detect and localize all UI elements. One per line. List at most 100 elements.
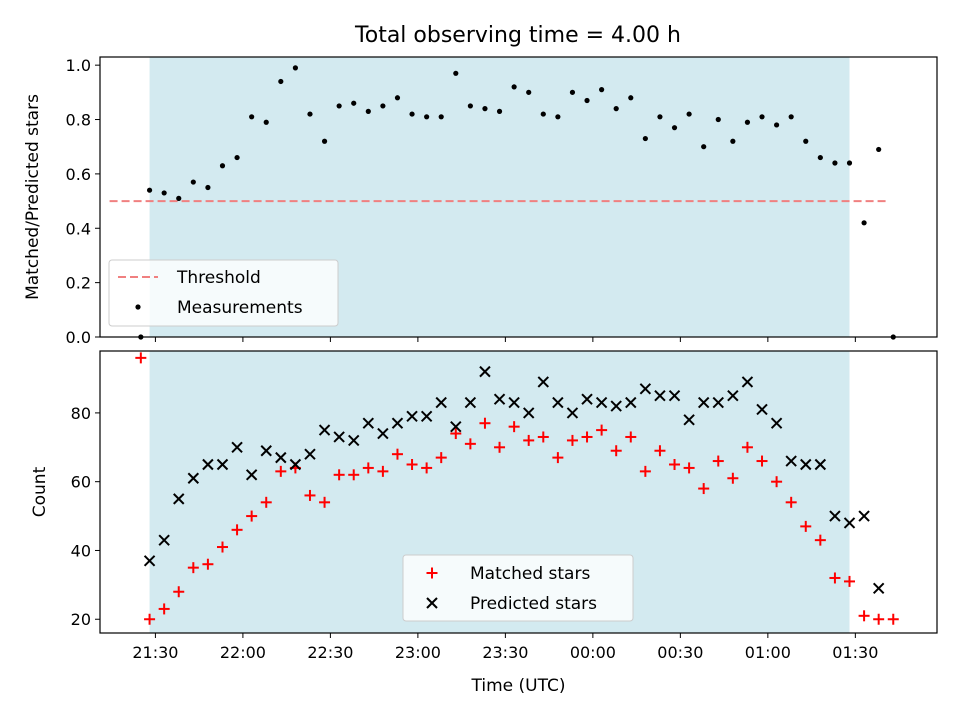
- matched-stars-point: [421, 462, 433, 474]
- predicted-stars-point: [333, 431, 345, 443]
- matched-stars-point: [858, 610, 870, 622]
- time-x-tick-label: 01:30: [832, 643, 878, 662]
- matched-stars-point: [771, 476, 783, 488]
- measurement-point: [380, 103, 386, 109]
- matched-stars-point: [814, 534, 826, 546]
- predicted-stars-point: [581, 393, 593, 405]
- time-x-tick-label: 21:30: [132, 643, 178, 662]
- time-x-tick-label: 22:00: [220, 643, 266, 662]
- predicted-stars-point: [829, 510, 841, 522]
- measurement-point: [365, 108, 371, 114]
- matched-stars-point: [333, 469, 345, 481]
- measurement-point: [730, 138, 736, 144]
- predicted-stars-point: [654, 390, 666, 402]
- count-panel-frame: [99, 350, 938, 634]
- matched-stars-point: [669, 458, 681, 470]
- legend-threshold-label: Threshold: [176, 268, 261, 288]
- measurement-point: [701, 144, 707, 150]
- matched-stars-point: [319, 496, 331, 508]
- measurement-point: [146, 187, 153, 193]
- predicted-stars-point: [289, 458, 302, 471]
- predicted-stars-point: [566, 407, 579, 419]
- measurement-point: [511, 84, 517, 90]
- matched-stars-point: [625, 431, 637, 443]
- predicted-stars-point: [727, 390, 739, 402]
- predicted-stars-point: [275, 451, 287, 464]
- matched-stars-point: [698, 483, 710, 495]
- predicted-stars-point: [858, 510, 870, 522]
- legend-predicted-label: Predicted stars: [470, 594, 597, 614]
- predicted-stars-point: [202, 458, 214, 471]
- predicted-stars-point: [304, 448, 316, 460]
- measurement-point: [176, 195, 182, 201]
- measurement-point: [832, 160, 838, 166]
- ratio-y-tick-label: 1.0: [66, 56, 91, 75]
- predicted-stars-point: [683, 414, 695, 426]
- predicted-stars-point: [406, 410, 418, 423]
- matched-stars-point: [479, 417, 491, 429]
- predicted-stars-point: [625, 396, 637, 409]
- legend-matched-swatch: [426, 567, 438, 579]
- matched-stars-point: [800, 520, 812, 532]
- predicted-stars-point: [435, 396, 447, 409]
- measurement-point: [642, 135, 648, 142]
- measurement-point: [438, 114, 444, 120]
- matched-stars-point: [741, 441, 753, 453]
- predicted-stars-point: [420, 410, 433, 423]
- time-x-tick-label: 00:30: [657, 643, 703, 662]
- matched-stars-point: [537, 431, 549, 443]
- count-y-axis-label: Count: [30, 466, 50, 517]
- legend-predicted-swatch: [426, 597, 438, 609]
- ratio-panel: 0.0 0.2 0.4 0.6 0.8 1.0 Matched/Predicted sta…: [23, 56, 938, 347]
- legend-matched-label: Matched stars: [470, 564, 590, 584]
- matched-stars-point: [464, 438, 476, 450]
- matched-stars-point: [523, 434, 535, 446]
- count-panel: 20 40 60 80 21:30 22:00 22:30 23:00 23:30 00:00 0…: [30, 350, 938, 696]
- count-y-tick-label: 20: [71, 610, 91, 629]
- legend-x-marker: [426, 597, 438, 609]
- measurement-point: [817, 154, 823, 161]
- predicted-stars-point: [362, 417, 375, 429]
- matched-stars-point: [260, 496, 272, 508]
- measurement-point: [351, 100, 357, 106]
- ratio-y-tick-label: 0.4: [66, 219, 91, 238]
- predicted-stars-point: [260, 445, 272, 457]
- matched-stars-point: [391, 448, 403, 460]
- measurement-point: [555, 114, 561, 120]
- measurement-point: [613, 106, 619, 112]
- ratio-legend: Threshold Measurements: [108, 259, 339, 327]
- measurement-point: [321, 138, 328, 144]
- predicted-stars-point: [231, 441, 243, 453]
- measurement-point: [219, 163, 226, 169]
- matched-stars-point: [683, 462, 695, 474]
- measurement-point: [569, 89, 576, 95]
- measurement-point: [657, 114, 663, 120]
- predicted-stars-point: [712, 396, 724, 409]
- time-x-ticks: 21:30 22:00 22:30 23:00 23:30 00:00 00:30 01:00…: [132, 633, 878, 662]
- matched-stars-point: [362, 462, 374, 474]
- ratio-y-tick-label: 0.8: [66, 111, 91, 130]
- matched-stars-point: [435, 452, 447, 464]
- matched-stars-point: [610, 445, 622, 457]
- measurement-point: [190, 179, 196, 185]
- time-x-tick-label: 01:00: [745, 643, 791, 662]
- matched-stars-point: [596, 424, 608, 436]
- ratio-y-axis-label: Matched/Predicted stars: [23, 94, 43, 300]
- predicted-stars-point: [800, 458, 812, 471]
- matched-stars-point: [450, 428, 462, 440]
- predicted-stars-point: [756, 403, 768, 416]
- ratio-legend-box: [108, 259, 339, 327]
- matched-stars-point: [508, 421, 520, 433]
- measurement-point: [205, 184, 211, 191]
- matched-stars-point: [275, 465, 287, 477]
- predicted-stars-point: [158, 534, 170, 546]
- predicted-stars-point: [610, 400, 622, 412]
- matched-stars-point: [887, 613, 899, 625]
- measurement-point: [409, 111, 415, 117]
- measurement-point: [803, 138, 809, 144]
- ratio-y-tick-label: 0.6: [66, 165, 91, 184]
- count-series-layer: [135, 352, 899, 625]
- measurement-point: [861, 220, 867, 226]
- count-legend-box: [402, 554, 634, 622]
